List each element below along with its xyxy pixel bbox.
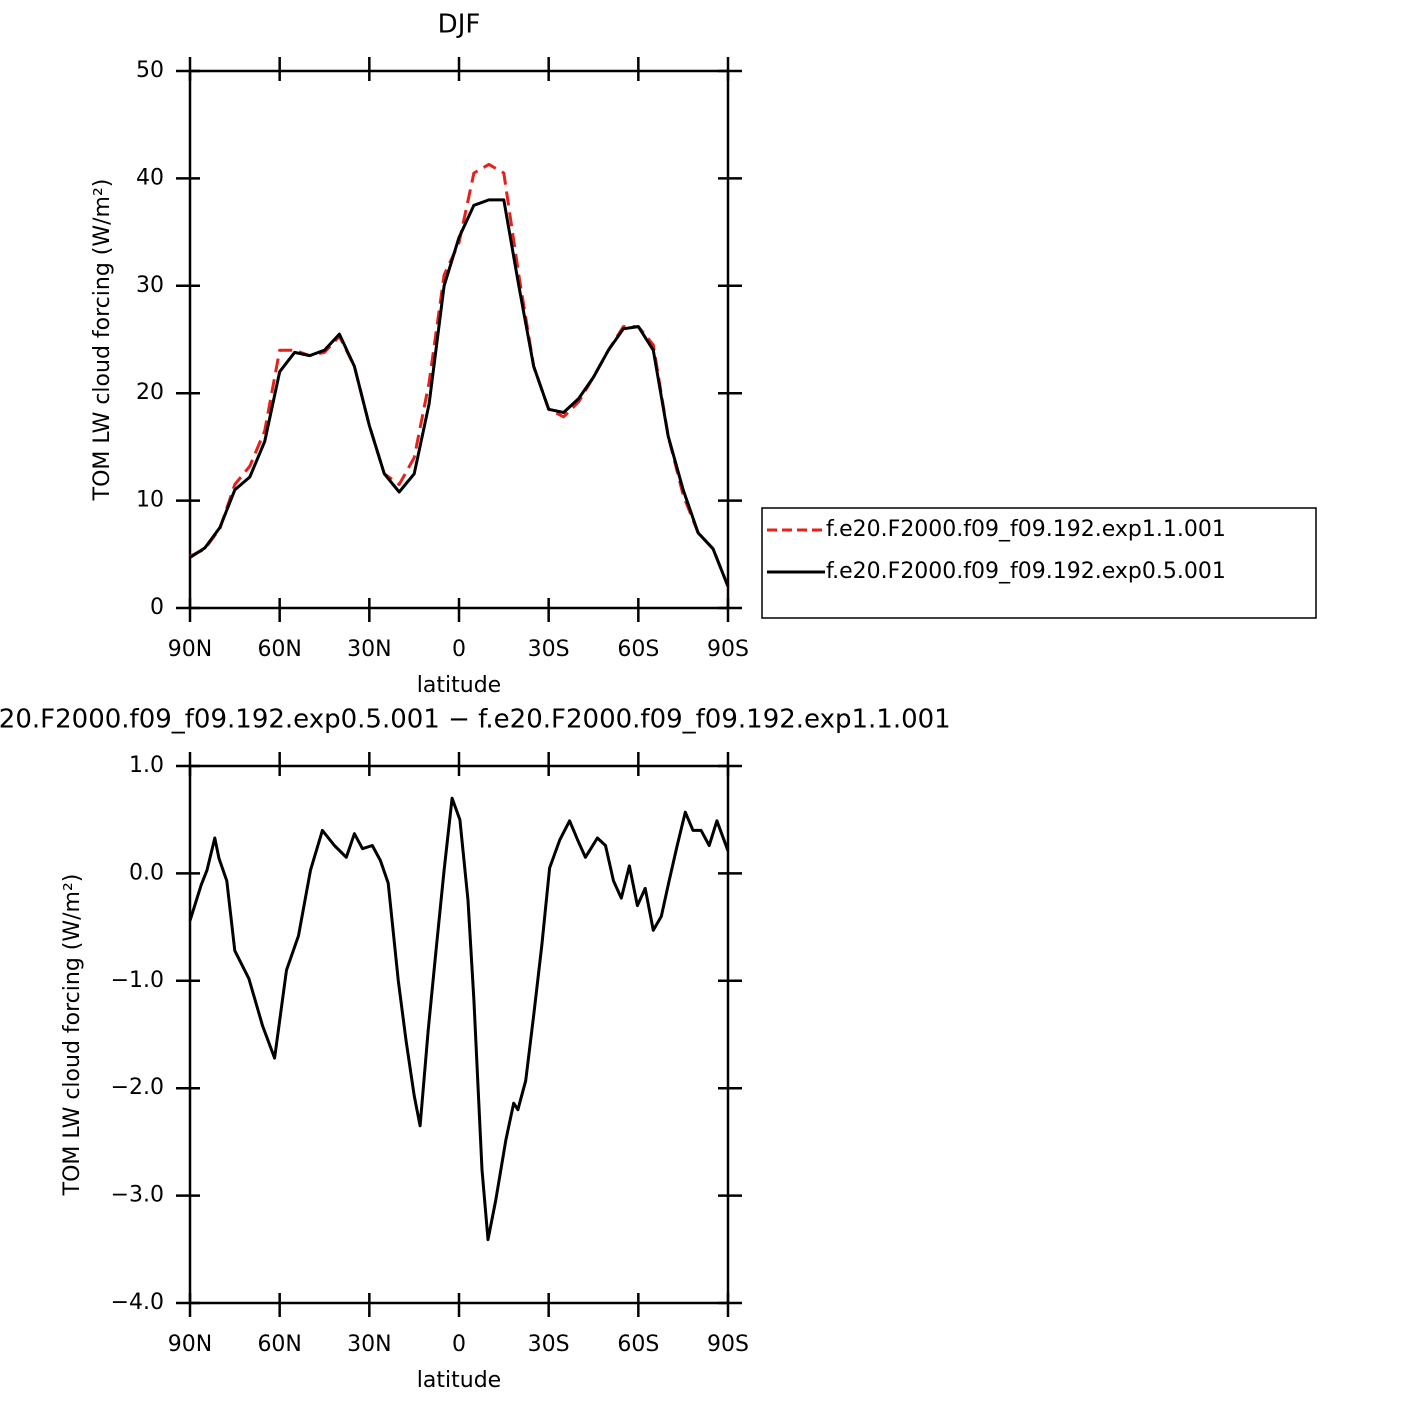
y-tick-label: 10 [136,488,164,513]
y-tick-label: 30 [136,273,164,298]
x-tick-label: 60N [257,637,301,662]
x-tick-label: 30N [347,637,391,662]
y-axis-label: TOM LW cloud forcing (W/m²) [90,179,115,502]
x-tick-label: 90S [707,1332,749,1357]
x-tick-label: 0 [452,637,466,662]
x-tick-label: 90N [168,637,212,662]
y-tick-label: 40 [136,165,164,190]
x-tick-label: 60N [257,1332,301,1357]
x-tick-label: 30N [347,1332,391,1357]
y-tick-label: −1.0 [111,968,164,993]
x-tick-label: 30S [528,1332,570,1357]
x-tick-label: 60S [617,1332,659,1357]
x-axis-label: latitude [417,1368,501,1393]
x-tick-label: 90N [168,1332,212,1357]
y-axis-label: TOM LW cloud forcing (W/m²) [60,874,85,1197]
y-tick-label: −3.0 [111,1183,164,1208]
legend-label: f.e20.F2000.f09_f09.192.exp0.5.001 [826,559,1226,584]
legend-label: f.e20.F2000.f09_f09.192.exp1.1.001 [826,517,1226,542]
plot-frame [188,764,730,1305]
legend-box [761,507,1317,619]
x-tick-label: 0 [452,1332,466,1357]
x-tick-label: 30S [528,637,570,662]
y-tick-label: 1.0 [129,753,164,778]
y-tick-label: 0.0 [129,860,164,885]
y-tick-label: −4.0 [111,1290,164,1315]
series-line [189,198,730,588]
series-line [189,162,730,588]
chart-title: DJF [438,10,481,40]
x-tick-label: 60S [617,637,659,662]
y-tick-label: 50 [136,58,164,83]
chart-title: f.e20.F2000.f09_f09.192.exp0.5.001 − f.e… [0,705,951,735]
y-tick-label: 0 [150,595,164,620]
series-line [188,796,730,1242]
y-tick-label: 20 [136,380,164,405]
x-tick-label: 90S [707,637,749,662]
x-axis-label: latitude [417,673,501,698]
y-tick-label: −2.0 [111,1075,164,1100]
